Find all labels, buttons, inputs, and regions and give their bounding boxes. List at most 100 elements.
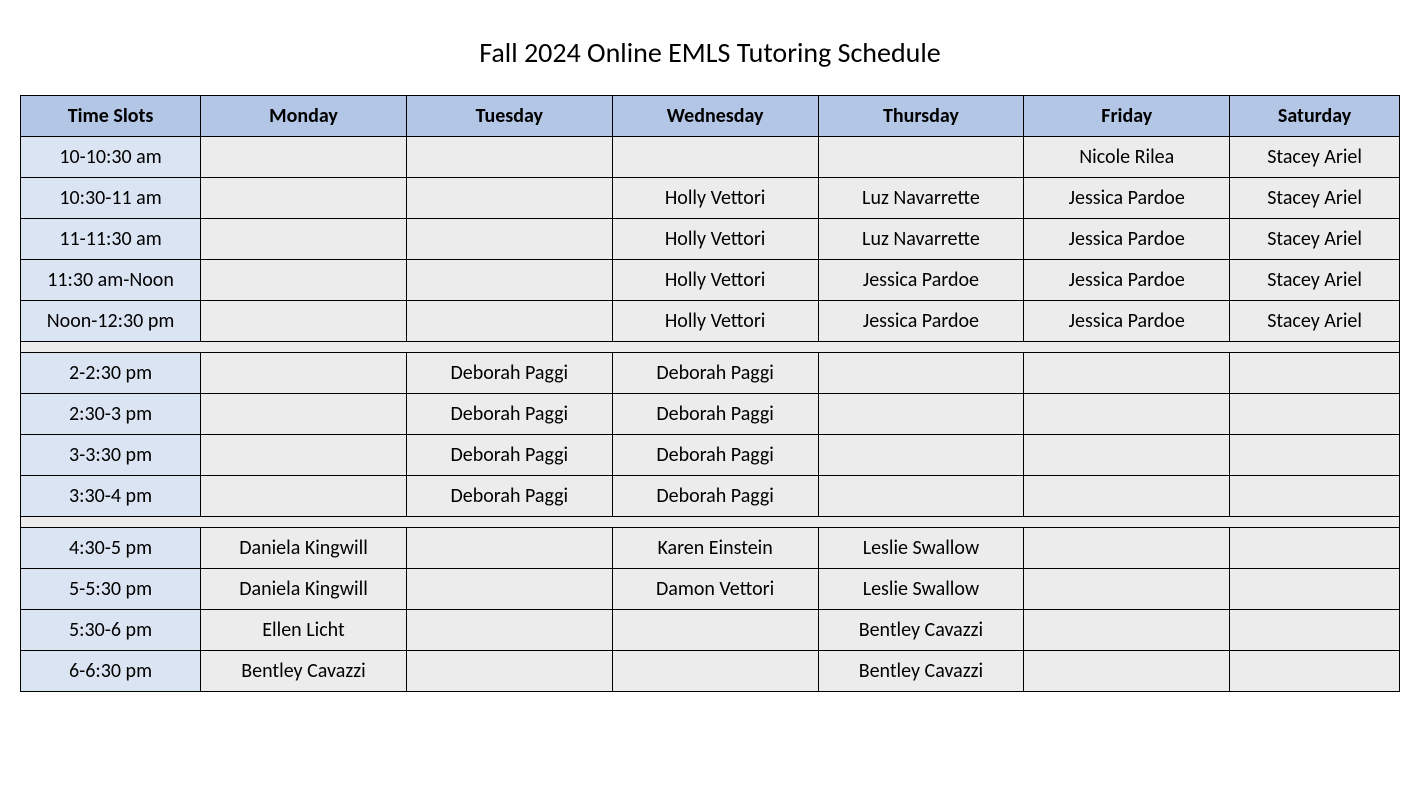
schedule-cell [818,435,1024,476]
schedule-cell: Deborah Paggi [406,394,612,435]
timeslot-cell: 3:30-4 pm [21,476,201,517]
timeslot-cell: 11:30 am-Noon [21,260,201,301]
schedule-cell [818,353,1024,394]
schedule-cell: Jessica Pardoe [1024,301,1230,342]
schedule-cell [1230,476,1400,517]
schedule-cell: Karen Einstein [612,528,818,569]
table-row: 6-6:30 pmBentley CavazziBentley Cavazzi [21,651,1400,692]
timeslot-cell: 10-10:30 am [21,137,201,178]
schedule-cell: Jessica Pardoe [818,301,1024,342]
table-row: 11-11:30 am Holly VettoriLuz NavarretteJe… [21,219,1400,260]
schedule-cell: Deborah Paggi [612,435,818,476]
schedule-cell [406,651,612,692]
schedule-cell [406,569,612,610]
timeslot-cell: 4:30-5 pm [21,528,201,569]
schedule-cell [406,178,612,219]
schedule-cell: Luz Navarrette [818,178,1024,219]
timeslot-cell: 2-2:30 pm [21,353,201,394]
schedule-cell [201,476,407,517]
schedule-cell [406,219,612,260]
schedule-cell [1024,569,1230,610]
schedule-cell [1024,435,1230,476]
table-row: 3:30-4 pm Deborah PaggiDeborah Paggi [21,476,1400,517]
schedule-cell: Holly Vettori [612,219,818,260]
schedule-cell: Bentley Cavazzi [818,610,1024,651]
schedule-cell [1230,394,1400,435]
schedule-cell [406,260,612,301]
schedule-cell: Deborah Paggi [612,476,818,517]
col-monday: Monday [201,96,407,137]
schedule-cell [1024,610,1230,651]
schedule-cell: Ellen Licht [201,610,407,651]
table-row: 5-5:30 pmDaniela KingwillDamon VettoriLe… [21,569,1400,610]
schedule-cell [1230,651,1400,692]
schedule-cell: Bentley Cavazzi [201,651,407,692]
schedule-cell: Luz Navarrette [818,219,1024,260]
timeslot-cell: 2:30-3 pm [21,394,201,435]
schedule-table: Time Slots Monday Tuesday Wednesday Thur… [20,95,1400,692]
schedule-cell: Stacey Ariel [1230,219,1400,260]
gap-cell [21,342,1400,353]
schedule-cell [818,137,1024,178]
table-row: 2:30-3 pm Deborah PaggiDeborah Paggi [21,394,1400,435]
page-title: Fall 2024 Online EMLS Tutoring Schedule [20,35,1400,70]
section-gap [21,517,1400,528]
schedule-cell [406,528,612,569]
timeslot-cell: 11-11:30 am [21,219,201,260]
schedule-cell: Jessica Pardoe [1024,219,1230,260]
table-row: 4:30-5 pmDaniela Kingwill Karen EinsteinL… [21,528,1400,569]
table-row: 5:30-6 pmEllen Licht Bentley Cavazzi [21,610,1400,651]
schedule-cell [612,610,818,651]
schedule-cell [1024,651,1230,692]
schedule-cell [1024,394,1230,435]
col-saturday: Saturday [1230,96,1400,137]
schedule-cell: Holly Vettori [612,260,818,301]
schedule-cell [406,301,612,342]
gap-cell [21,517,1400,528]
schedule-cell: Stacey Ariel [1230,137,1400,178]
schedule-cell [201,137,407,178]
table-row: 2-2:30 pm Deborah PaggiDeborah Paggi [21,353,1400,394]
schedule-cell: Daniela Kingwill [201,528,407,569]
col-thursday: Thursday [818,96,1024,137]
col-wednesday: Wednesday [612,96,818,137]
schedule-cell: Leslie Swallow [818,528,1024,569]
col-tuesday: Tuesday [406,96,612,137]
schedule-cell [201,353,407,394]
schedule-cell [818,394,1024,435]
schedule-cell [201,394,407,435]
timeslot-cell: 5:30-6 pm [21,610,201,651]
schedule-cell [201,178,407,219]
col-time: Time Slots [21,96,201,137]
schedule-cell: Jessica Pardoe [1024,260,1230,301]
schedule-cell [406,610,612,651]
schedule-cell [612,137,818,178]
schedule-cell: Jessica Pardoe [818,260,1024,301]
schedule-cell [1230,569,1400,610]
schedule-cell: Daniela Kingwill [201,569,407,610]
table-row: Noon-12:30 pmHolly VettoriJessica Pardoe… [21,301,1400,342]
schedule-cell: Deborah Paggi [406,353,612,394]
table-row: 11:30 am-NoonHolly VettoriJessica Pardoe… [21,260,1400,301]
schedule-cell: Damon Vettori [612,569,818,610]
timeslot-cell: 5-5:30 pm [21,569,201,610]
table-row: 10:30-11 amHolly VettoriLuz NavarretteJe… [21,178,1400,219]
schedule-cell [201,219,407,260]
schedule-cell: Stacey Ariel [1230,260,1400,301]
table-row: 10-10:30 amNicole RileaStacey Ariel [21,137,1400,178]
schedule-cell: Holly Vettori [612,301,818,342]
section-gap [21,342,1400,353]
schedule-cell [612,651,818,692]
timeslot-cell: 6-6:30 pm [21,651,201,692]
schedule-cell: Stacey Ariel [1230,301,1400,342]
schedule-cell: Deborah Paggi [612,394,818,435]
timeslot-cell: 10:30-11 am [21,178,201,219]
schedule-cell: Deborah Paggi [406,476,612,517]
timeslot-cell: 3-3:30 pm [21,435,201,476]
schedule-cell [1230,528,1400,569]
schedule-cell [1230,610,1400,651]
schedule-cell: Deborah Paggi [612,353,818,394]
schedule-cell [1024,476,1230,517]
table-row: 3-3:30 pmDeborah PaggiDeborah Paggi [21,435,1400,476]
schedule-cell [1024,353,1230,394]
